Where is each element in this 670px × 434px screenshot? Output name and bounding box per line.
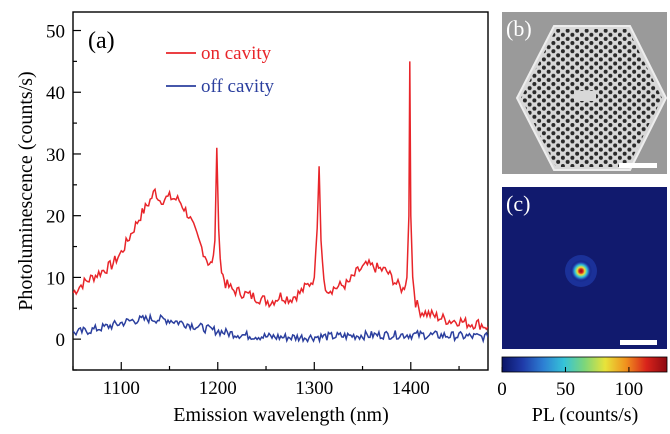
cavity-defect (574, 91, 596, 101)
x-tick-label: 1400 (392, 378, 430, 399)
legend-label-off-cavity: off cavity (201, 76, 274, 97)
colorbar-tick-label: 0 (497, 379, 507, 400)
y-tick-label: 10 (46, 268, 65, 289)
x-tick-label: 1300 (295, 378, 333, 399)
colorbar: 0 50 100 PL (counts/s) (497, 356, 668, 426)
series-line-on-cavity (73, 61, 488, 331)
panel-label-a: (a) (88, 28, 115, 54)
legend-label-on-cavity: on cavity (201, 43, 272, 64)
panel-a: 1100 1200 1300 1400 0 10 20 30 40 50 (a) on cavi… (15, 11, 489, 426)
pl-map-spot (570, 260, 592, 282)
x-tick-label: 1100 (103, 378, 140, 399)
y-tick-label: 40 (46, 83, 65, 104)
x-tick-label: 1200 (199, 378, 237, 399)
y-tick-label: 0 (56, 330, 66, 351)
colorbar-tick-label: 50 (556, 379, 575, 400)
panel-label-b: (b) (506, 16, 532, 41)
scale-bar-b (619, 163, 657, 168)
legend: on cavity off cavity (166, 43, 274, 97)
x-axis-label: Emission wavelength (nm) (173, 404, 389, 426)
plot-frame (72, 11, 489, 371)
colorbar-label: PL (counts/s) (532, 404, 638, 426)
colorbar-gradient (501, 356, 668, 373)
y-tick-label: 50 (46, 22, 65, 43)
panel-b: (b) (502, 12, 668, 174)
y-tick-label: 20 (46, 207, 65, 228)
panel-c: (c) (502, 187, 667, 349)
panel-label-c: (c) (506, 191, 530, 216)
series-line-off-cavity (73, 312, 488, 344)
y-tick-label: 30 (46, 145, 65, 166)
scale-bar-c (620, 340, 657, 345)
y-axis-label: Photoluminescence (counts/s) (15, 71, 37, 310)
colorbar-tick-label: 100 (615, 379, 644, 400)
